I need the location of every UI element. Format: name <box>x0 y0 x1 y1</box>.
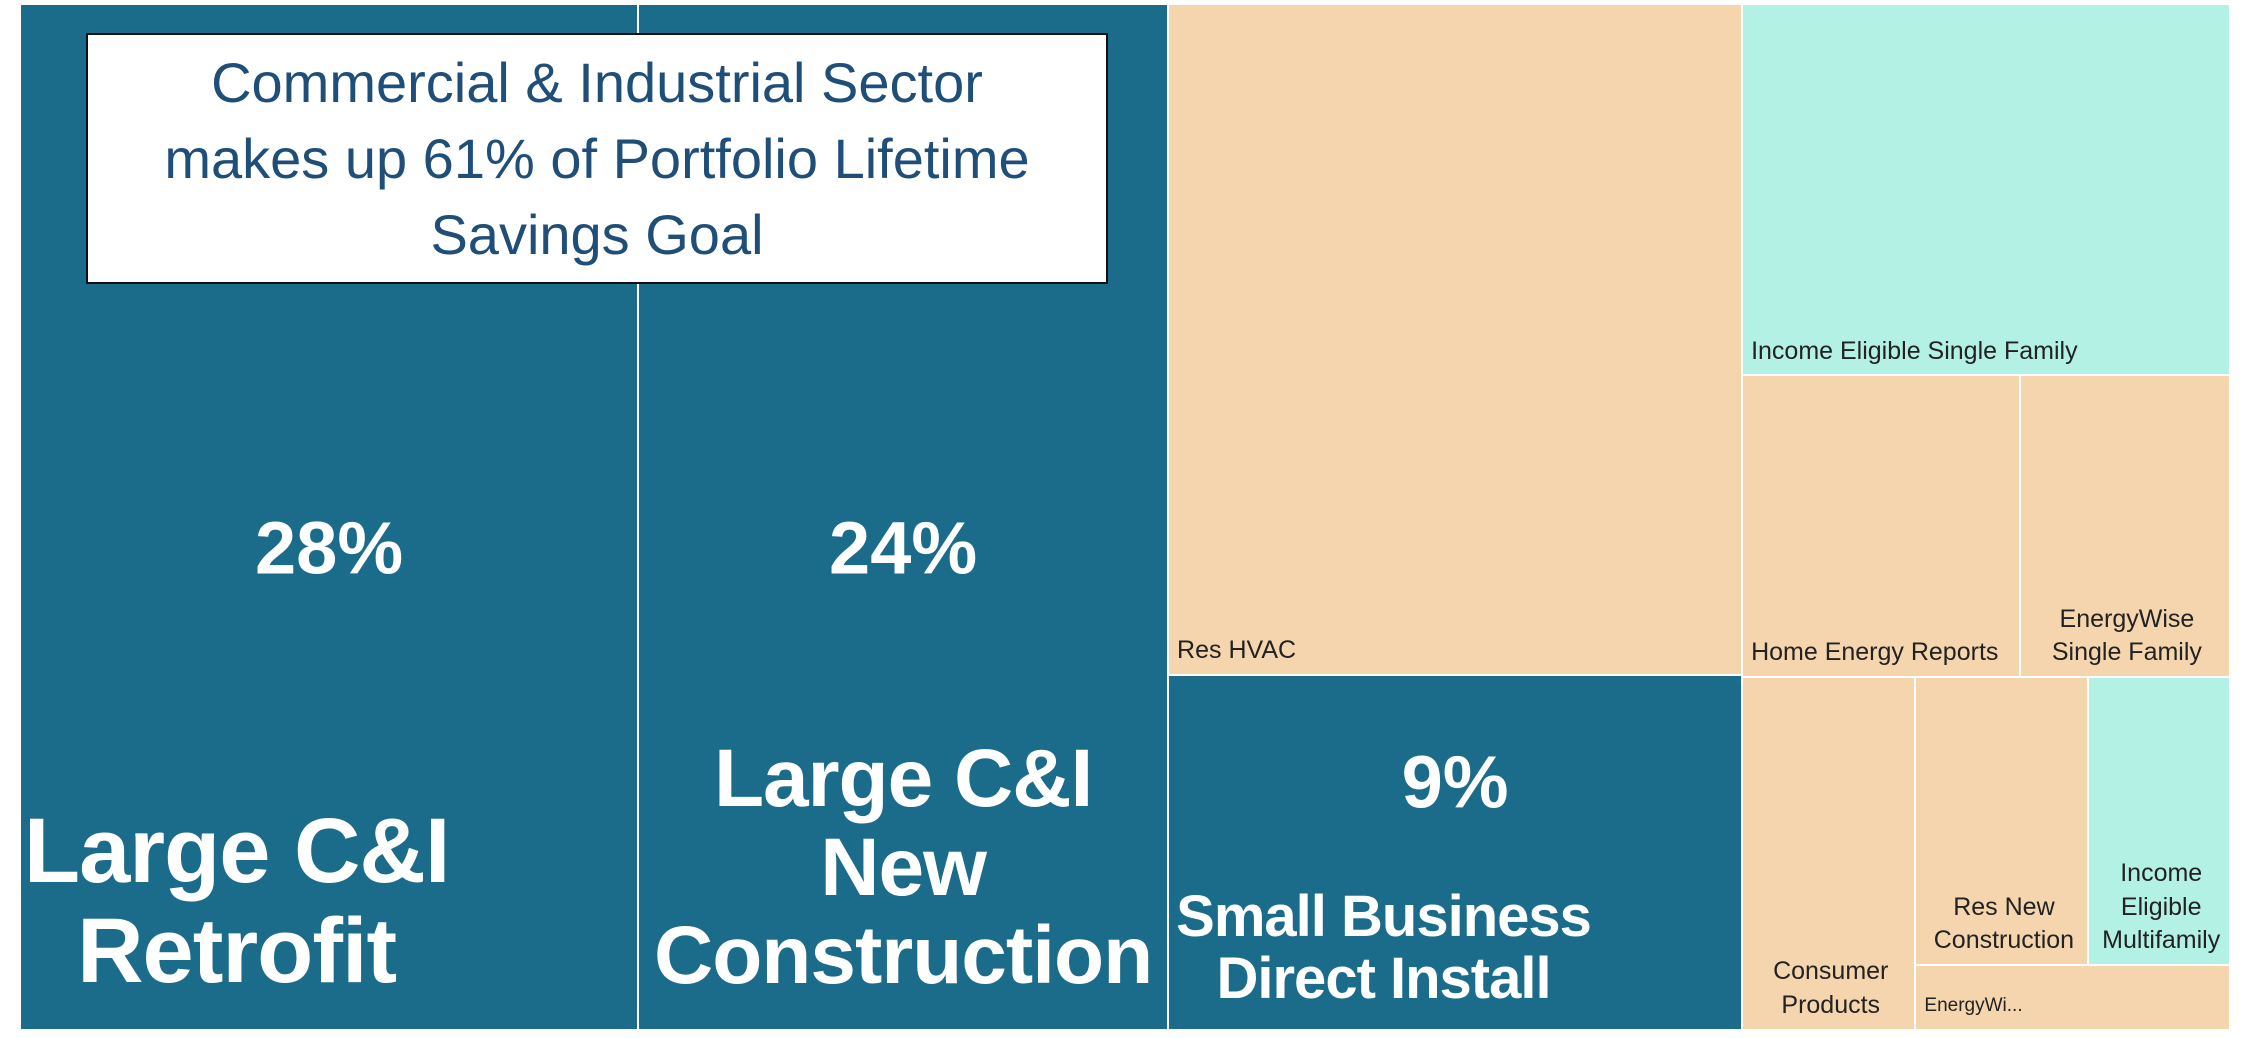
tile-label: Small Business Direct Install <box>1176 883 1592 1012</box>
tile: Res HVAC <box>1168 4 1743 675</box>
tile: EnergyWi... <box>1915 965 2230 1030</box>
tile-label: EnergyWise Single Family <box>2051 604 2202 667</box>
tile-label: Res New Construction <box>1933 892 2075 955</box>
tile-label: Consumer Products <box>1773 957 1889 1020</box>
tile: EnergyWise Single Family <box>2019 375 2230 678</box>
tile-label: Large C&I Retrofit <box>23 800 451 1002</box>
tile: Income Eligible Multifamily <box>2088 677 2230 966</box>
tile: Home Energy Reports <box>1742 375 2020 678</box>
tile-label: Home Energy Reports <box>1751 638 1999 667</box>
tile-label: Res HVAC <box>1177 636 1297 665</box>
value-label: 28% <box>255 506 404 590</box>
tile-label: EnergyWi... <box>1924 995 2023 1017</box>
tile: Income Eligible Single Family <box>1742 4 2230 376</box>
tile: Res New Construction <box>1915 677 2089 966</box>
tile: Consumer Products <box>1742 677 1916 1030</box>
chart-title: Commercial & Industrial Sector makes up … <box>86 33 1108 284</box>
tile: 9% Small Business Direct Install <box>1168 674 1743 1030</box>
tile-label: Income Eligible Multifamily <box>2102 858 2221 955</box>
value-label: 24% <box>829 506 978 590</box>
value-label: 9% <box>1401 740 1509 824</box>
tile-label: Income Eligible Single Family <box>1751 336 2078 365</box>
tile-label: Large C&I New Construction <box>654 733 1153 1002</box>
